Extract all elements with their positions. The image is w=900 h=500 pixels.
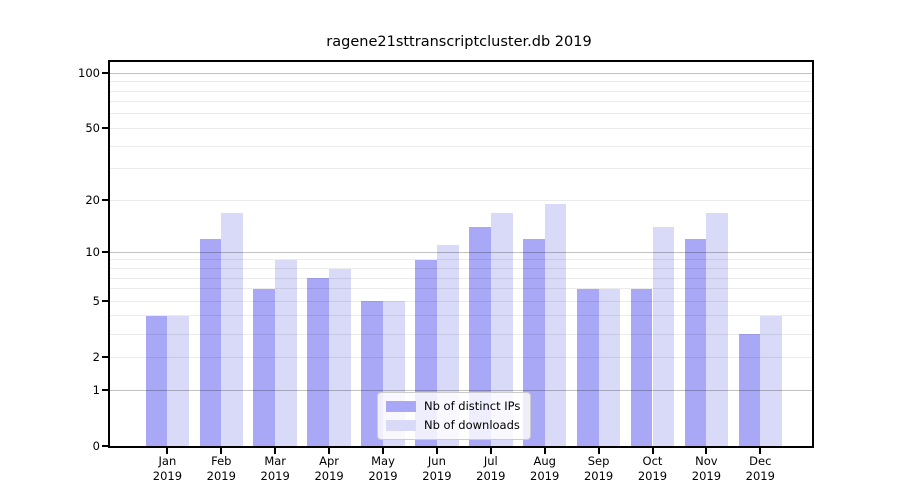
gridline-minor-4	[110, 315, 812, 317]
x-tick-label-feb: Feb 2019	[206, 454, 236, 483]
chart-title: ragene21sttranscriptcluster.db 2019	[326, 34, 592, 50]
bar-downloads-aug	[544, 204, 567, 446]
bar-downloads-nov	[706, 212, 729, 446]
y-tick-5	[102, 300, 108, 303]
y-tick-label-50: 50	[85, 121, 100, 136]
y-tick-100	[102, 72, 108, 75]
x-tick-feb	[220, 448, 223, 454]
y-tick-label-100: 100	[78, 66, 100, 81]
bar-distinct-ips-jan	[145, 316, 168, 446]
legend-label-downloads: Nb of downloads	[424, 418, 520, 432]
gridline-minor-20	[110, 199, 812, 201]
bar-distinct-ips-dec	[738, 334, 761, 446]
x-tick-jan	[166, 448, 169, 454]
legend-row-distinct-ips: Nb of distinct IPs	[386, 400, 520, 413]
bar-downloads-sep	[598, 288, 621, 446]
bar-distinct-ips-feb	[199, 238, 222, 446]
y-tick-label-2: 2	[92, 350, 100, 365]
bar-distinct-ips-nov	[684, 238, 707, 446]
x-tick-label-jul: Jul 2019	[476, 454, 506, 483]
legend-swatch-distinct-ips	[386, 401, 416, 412]
x-tick-dec	[759, 448, 762, 454]
y-tick-label-20: 20	[85, 193, 100, 208]
gridline-minor-30	[110, 168, 812, 170]
x-tick-oct	[651, 448, 654, 454]
x-tick-mar	[274, 448, 277, 454]
bar-downloads-jul	[490, 212, 513, 446]
bar-downloads-dec	[760, 316, 783, 446]
gridline-minor-5	[110, 300, 812, 302]
gridline-minor-40	[110, 145, 812, 147]
bar-distinct-ips-mar	[253, 288, 276, 446]
gridline-major-1	[110, 389, 812, 391]
x-tick-label-nov: Nov 2019	[691, 454, 722, 483]
gridline-minor-2	[110, 356, 812, 358]
x-tick-aug	[543, 448, 546, 454]
gridline-major-10	[110, 251, 812, 253]
bar-downloads-mar	[275, 260, 297, 446]
gridline-major-100	[110, 72, 812, 74]
x-tick-label-apr: Apr 2019	[314, 454, 344, 483]
gridline-minor-3	[110, 333, 812, 335]
x-tick-label-jan: Jan 2019	[152, 454, 183, 483]
bar-downloads-feb	[221, 212, 244, 446]
bar-distinct-ips-jul	[469, 227, 491, 446]
x-tick-nov	[705, 448, 708, 454]
y-tick-label-5: 5	[92, 294, 100, 309]
x-tick-may	[382, 448, 384, 454]
y-tick-label-0: 0	[92, 439, 100, 453]
x-tick-label-sep: Sep 2019	[583, 454, 614, 483]
x-tick-label-may: May 2019	[368, 454, 398, 483]
x-tick-label-mar: Mar 2019	[260, 454, 290, 483]
gridline-minor-8	[110, 268, 812, 269]
bar-distinct-ips-sep	[576, 288, 599, 446]
x-tick-jun	[435, 448, 438, 454]
legend-row-downloads: Nb of downloads	[386, 419, 520, 432]
y-tick-label-1: 1	[92, 383, 100, 397]
gridline-minor-90	[110, 81, 812, 83]
legend: Nb of distinct IPs Nb of downloads	[377, 392, 532, 440]
y-tick-2	[102, 356, 108, 359]
x-tick-jul	[489, 448, 492, 454]
gridline-minor-80	[110, 90, 812, 92]
x-tick-label-oct: Oct 2019	[637, 454, 668, 483]
x-tick-apr	[328, 448, 331, 454]
legend-label-distinct-ips: Nb of distinct IPs	[424, 399, 521, 413]
legend-swatch-downloads	[386, 420, 416, 431]
y-tick-0	[102, 445, 108, 447]
bar-downloads-oct	[652, 227, 675, 446]
bar-downloads-jan	[167, 316, 190, 446]
x-tick-label-jun: Jun 2019	[422, 454, 452, 483]
grid-layer	[110, 62, 812, 446]
y-tick-10	[102, 251, 108, 254]
x-tick-sep	[597, 448, 600, 454]
bar-downloads-apr	[329, 268, 351, 446]
y-tick-20	[102, 199, 108, 202]
y-tick-50	[102, 127, 108, 130]
gridline-minor-60	[110, 113, 812, 115]
y-tick-1	[102, 389, 108, 391]
gridline-minor-9	[110, 259, 812, 261]
plot-area: 0 1 2 5 10 20 50 100 Jan 2019 Feb 2019 Mar 2019 Apr…	[78, 60, 814, 483]
bar-distinct-ips-apr	[307, 278, 330, 446]
gridline-minor-7	[110, 277, 812, 279]
gridline-minor-6	[110, 288, 812, 290]
x-tick-label-aug: Aug 2019	[530, 454, 560, 483]
x-tick-label-dec: Dec 2019	[745, 454, 775, 483]
gridline-minor-70	[110, 101, 812, 103]
y-tick-label-10: 10	[85, 245, 100, 260]
axis-layer: 0 1 2 5 10 20 50 100 Jan 2019 Feb 2019 Mar 2019 Apr…	[78, 62, 812, 483]
gridline-minor-50	[110, 127, 812, 129]
bar-distinct-ips-oct	[630, 288, 653, 446]
